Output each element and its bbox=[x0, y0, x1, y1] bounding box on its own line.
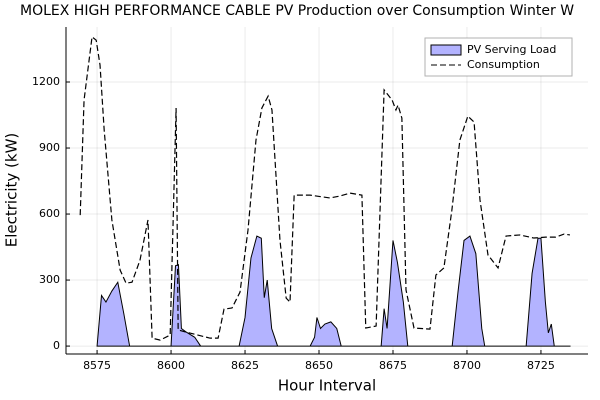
x-tick-label: 8700 bbox=[453, 359, 481, 372]
y-tick-label: 900 bbox=[39, 141, 60, 154]
x-tick-label: 8725 bbox=[527, 359, 555, 372]
legend-label: Consumption bbox=[467, 58, 540, 71]
legend-swatch bbox=[430, 44, 462, 56]
x-axis-label: Hour Interval bbox=[278, 377, 376, 395]
legend-label: PV Serving Load bbox=[467, 43, 556, 56]
y-tick-label: 300 bbox=[39, 273, 60, 286]
y-tick-label: 0 bbox=[53, 339, 60, 352]
pv-area bbox=[96, 235, 571, 347]
y-tick-label: 1200 bbox=[32, 75, 60, 88]
legend-box bbox=[424, 37, 573, 77]
chart-title: MOLEX HIGH PERFORMANCE CABLE PV Producti… bbox=[20, 3, 574, 19]
x-tick-label: 8675 bbox=[379, 359, 407, 372]
x-tick-label: 8650 bbox=[305, 359, 333, 372]
x-tick-label: 8600 bbox=[157, 359, 185, 372]
y-tick-label: 600 bbox=[39, 207, 60, 220]
consumption-line bbox=[79, 35, 571, 341]
x-tick-label: 8575 bbox=[83, 359, 111, 372]
y-axis-label: Electricity (kW) bbox=[3, 133, 21, 248]
x-tick-label: 8625 bbox=[231, 359, 259, 372]
